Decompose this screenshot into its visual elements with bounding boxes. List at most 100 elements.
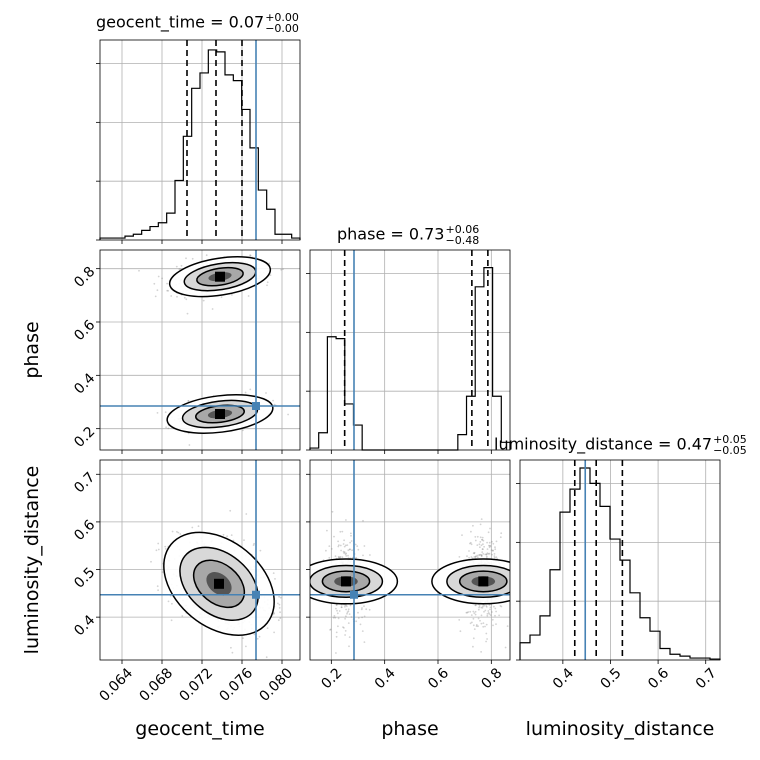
sample-point — [349, 604, 352, 607]
sample-point — [485, 640, 487, 643]
x-tick-label: 0.072 — [176, 665, 216, 705]
x-tick-label: 0.6 — [645, 665, 672, 692]
sample-point — [484, 553, 487, 556]
sample-point — [166, 282, 169, 285]
sample-point — [342, 550, 345, 553]
sample-point — [345, 552, 348, 555]
histogram-phase — [309, 267, 511, 451]
sample-point — [165, 426, 168, 429]
sample-point — [155, 549, 158, 552]
title-median: 0.73 — [408, 224, 445, 244]
sample-point — [265, 392, 267, 394]
sample-point — [337, 617, 340, 620]
sample-point — [180, 264, 183, 267]
sample-point — [486, 638, 488, 640]
sample-point — [170, 295, 173, 297]
x-tick-label: 0.076 — [216, 665, 256, 705]
sample-point — [349, 541, 351, 544]
sample-point — [153, 282, 156, 285]
sample-point — [466, 555, 468, 558]
sample-point — [230, 646, 232, 649]
y-tick-label: 0.7 — [71, 469, 98, 496]
sample-point — [487, 612, 490, 614]
sample-point — [482, 625, 485, 628]
sample-point — [347, 549, 350, 552]
sample-point — [495, 623, 497, 625]
sample-point — [469, 610, 472, 613]
sample-point — [188, 444, 191, 446]
sample-point — [157, 542, 160, 545]
sample-point — [468, 550, 470, 552]
scatter-panel-geocent-time-vs-phase — [96, 249, 301, 454]
x-tick-label: 0.068 — [136, 665, 176, 705]
sample-point — [475, 604, 477, 606]
title-param-name: luminosity_distance — [494, 434, 653, 454]
sample-point — [268, 262, 271, 265]
sample-point — [166, 289, 169, 292]
title-param-name: geocent_time — [96, 12, 205, 32]
sample-point — [274, 578, 276, 580]
panel-frame — [309, 249, 511, 451]
sample-point — [345, 519, 347, 521]
sample-point — [473, 552, 476, 555]
sample-point — [220, 296, 223, 298]
sample-point — [211, 308, 214, 310]
sample-point — [256, 637, 259, 640]
sample-point — [499, 605, 502, 607]
sample-point — [273, 403, 276, 406]
x-tick-label: 0.8 — [478, 665, 505, 692]
sample-point — [243, 539, 245, 541]
sample-point — [154, 295, 157, 298]
sample-point — [138, 269, 140, 272]
sample-point — [342, 626, 344, 628]
x-tick-label: 0.4 — [550, 665, 577, 692]
sample-point — [360, 608, 363, 611]
sample-point — [477, 617, 480, 620]
sample-point — [338, 544, 340, 546]
sample-point — [482, 553, 485, 555]
sample-point — [482, 543, 484, 546]
sample-point — [494, 548, 497, 551]
sample-point — [480, 555, 483, 557]
title-upper-error: +0.06 — [445, 223, 480, 236]
sample-point — [485, 605, 488, 607]
sample-point — [493, 556, 496, 559]
sample-point — [177, 531, 180, 534]
sample-point — [259, 549, 262, 552]
sample-point — [273, 631, 275, 634]
sample-point — [474, 536, 477, 538]
sample-point — [343, 551, 346, 554]
sample-point — [183, 296, 186, 299]
sample-point — [340, 549, 342, 552]
sample-point — [458, 556, 461, 558]
sample-point — [344, 605, 346, 608]
sample-point — [156, 585, 159, 588]
sample-point — [230, 534, 233, 536]
scatter-panel-phase-vs-luminosity-distance — [306, 459, 511, 664]
sample-point — [348, 613, 351, 615]
sample-point — [485, 553, 488, 556]
title-lower-error: −0.00 — [265, 22, 299, 35]
sample-point — [472, 610, 475, 613]
sample-point — [356, 545, 359, 547]
scatter-panel-geocent-time-vs-luminosity-distance — [96, 459, 307, 664]
sample-point — [467, 611, 470, 613]
sample-point — [266, 627, 269, 629]
sample-point — [472, 524, 474, 527]
sample-point — [342, 543, 345, 545]
sample-point — [170, 619, 173, 622]
panel-frame — [309, 459, 511, 661]
sample-point — [335, 635, 338, 638]
sample-point — [328, 545, 331, 547]
sample-point — [471, 621, 473, 624]
sample-point — [361, 630, 364, 632]
sample-point — [305, 607, 307, 609]
sample-point — [333, 535, 335, 538]
sample-point — [475, 624, 478, 626]
sample-point — [273, 612, 275, 615]
sample-point — [164, 548, 167, 550]
title-phase: phase = 0.73 +0.06 −0.48 — [337, 223, 480, 247]
sample-point — [472, 637, 475, 640]
sample-point — [490, 549, 493, 551]
sample-point — [157, 548, 160, 551]
